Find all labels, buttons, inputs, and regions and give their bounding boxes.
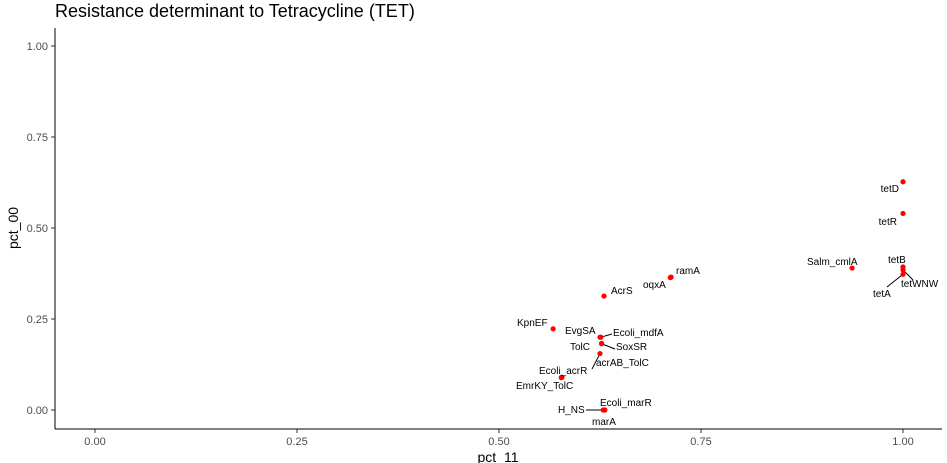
- point-label: tetWNW: [901, 279, 939, 290]
- point-label: tetR: [879, 217, 897, 228]
- point-label: tetA: [873, 289, 891, 300]
- x-axis-title: pct_11: [478, 449, 519, 463]
- point-label: H_NS: [558, 405, 585, 416]
- data-point: [558, 375, 564, 381]
- data-point: [599, 341, 605, 347]
- data-point: [849, 265, 855, 271]
- data-point: [900, 210, 906, 217]
- y-axis-title: pct_00: [5, 207, 21, 249]
- y-tick-label: 0.25: [27, 314, 48, 326]
- data-point: [601, 293, 607, 299]
- chart-title: Resistance determinant to Tetracycline (…: [55, 1, 415, 21]
- x-tick-label: 1.00: [892, 436, 913, 448]
- data-point: [900, 271, 906, 277]
- x-tick-label: 0.00: [84, 436, 105, 448]
- point-label: EvgSA: [565, 326, 596, 337]
- data-point: [597, 350, 603, 357]
- point-label: AcrS: [611, 286, 633, 297]
- point-label: EmrKY_TolC: [516, 381, 573, 392]
- point-label: SoxSR: [616, 342, 647, 353]
- data-point: [667, 274, 673, 281]
- point-label: tetB: [888, 255, 906, 266]
- data-point: [602, 407, 608, 413]
- y-tick-label: 0.75: [27, 132, 48, 144]
- point-label: Salm_cmlA: [807, 257, 858, 268]
- ticks-layer: 0.00 0.25 0.50 0.75 1.00 0.00 0.25 0.50 0.75 1.00: [27, 41, 914, 448]
- x-tick-label: 0.25: [286, 436, 307, 448]
- point-label: TolC: [570, 342, 590, 353]
- label-leader-line: [886, 273, 904, 288]
- x-tick-label: 0.50: [488, 436, 509, 448]
- label-leader-line: [591, 353, 601, 370]
- point-label: Ecoli_acrR: [539, 366, 587, 377]
- point-label: Ecoli_mdfA: [613, 328, 664, 339]
- point-label: tetD: [881, 184, 899, 195]
- point-label: KpnEF: [517, 318, 548, 329]
- data-point: [900, 267, 906, 273]
- x-tick-label: 0.75: [690, 436, 711, 448]
- y-tick-label: 0.50: [27, 223, 48, 235]
- point-label: marA: [592, 417, 616, 428]
- data-point: [550, 326, 556, 332]
- point-label: acrAB_TolC: [596, 358, 649, 369]
- y-tick-label: 0.00: [27, 405, 48, 417]
- y-tick-label: 1.00: [27, 41, 48, 53]
- point-label: Ecoli_marR: [600, 398, 652, 409]
- point-label: oqxA: [643, 280, 666, 291]
- data-point: [900, 179, 906, 185]
- point-label: ramA: [676, 266, 700, 277]
- leader-lines: [586, 269, 914, 411]
- data-points: [550, 179, 906, 413]
- data-point: [598, 334, 604, 340]
- point-labels: tetD tetR tetB tetWNW tetA Salm_cmlA ramA oqxA A…: [516, 184, 939, 428]
